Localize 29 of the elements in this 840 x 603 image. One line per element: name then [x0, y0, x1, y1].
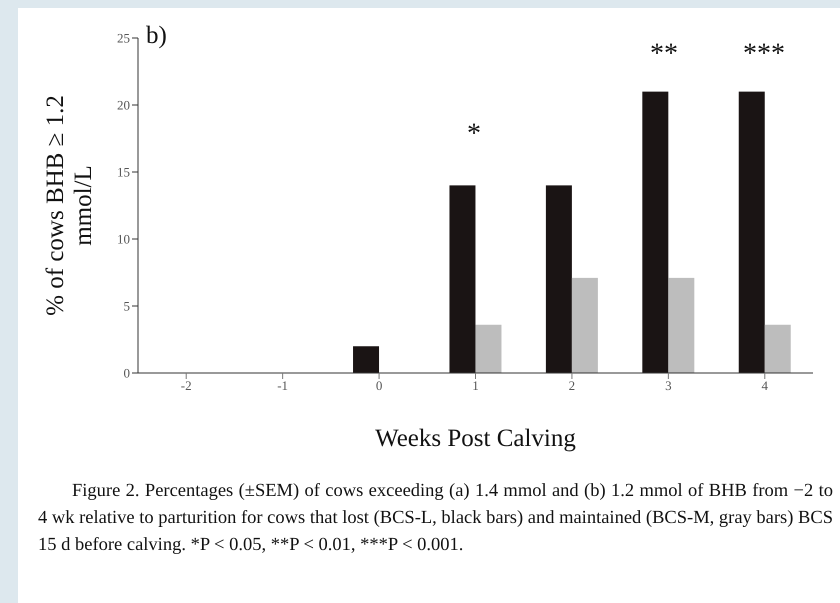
x-tick-label: -1: [277, 378, 288, 394]
bar: [764, 324, 791, 373]
bar: [642, 92, 668, 373]
x-tick-label: 0: [376, 378, 382, 394]
x-tick-label: -2: [180, 378, 192, 394]
y-tick-label: 20: [117, 98, 130, 113]
bar: [572, 278, 598, 373]
y-tick-label: 10: [117, 232, 130, 247]
bar: [738, 92, 765, 373]
x-tick-label: 2: [568, 378, 576, 394]
annotation: **: [650, 38, 678, 70]
x-axis-title: Weeks Post Calving: [375, 425, 576, 452]
y-tick-label: 0: [124, 366, 130, 381]
caption: Figure 2. Percentages (±SEM) of cows exceeding (a) 1.4 mmol and (b) 1.2 mmol of BHB from −2 to 4 wk relative to parturition for cows that lost (BCS-L, black bars) and maintained (BCS-M, gray bars) BCS 15 d before calving. *P < 0.05, **P < 0.01, ***P < 0.001.: [38, 480, 833, 557]
bar: [449, 185, 476, 373]
bar: [475, 324, 502, 373]
y-tick-label: 5: [124, 298, 130, 314]
annotation: b): [146, 22, 167, 50]
bar: [668, 278, 694, 373]
bar: [353, 346, 380, 373]
x-tick-label: 4: [762, 378, 769, 394]
annotation: *: [467, 118, 481, 150]
y-tick-label: 15: [117, 164, 130, 180]
annotation: ***: [743, 38, 785, 70]
y-tick-label: 25: [117, 30, 130, 46]
x-tick-label: 1: [472, 378, 479, 394]
y-axis-title: % of cows BHB ≥ 1.2 mmol/L: [42, 95, 97, 316]
x-tick-label: 3: [665, 378, 672, 394]
bar: [546, 185, 572, 373]
